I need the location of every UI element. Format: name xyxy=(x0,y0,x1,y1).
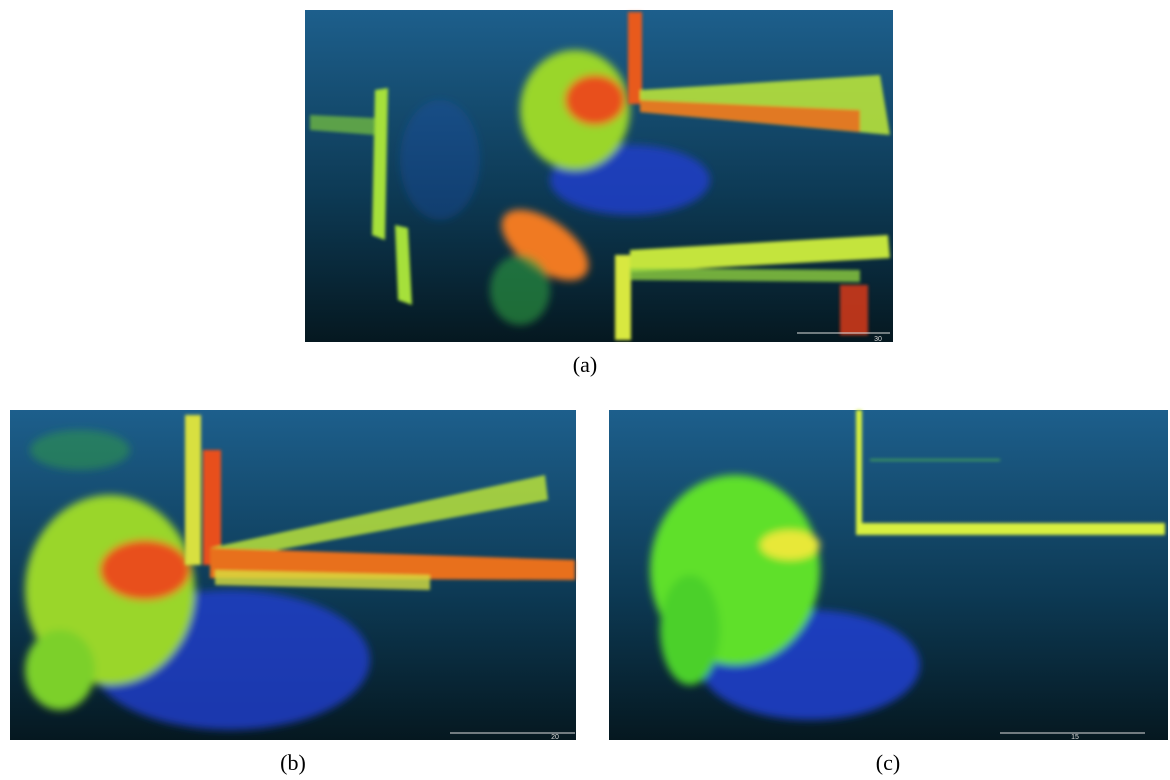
point-cloud xyxy=(400,50,710,325)
point-cloud xyxy=(650,475,920,720)
panel-a: 30 (a) xyxy=(305,10,893,377)
caption: (a) xyxy=(573,352,597,377)
caption: (b) xyxy=(280,750,306,775)
panel-c: 15 (c) xyxy=(609,410,1168,775)
structures xyxy=(310,12,890,340)
point-cloud xyxy=(25,430,370,730)
scale-label: 30 xyxy=(874,336,882,343)
panel-b: 20 (b) xyxy=(10,410,576,775)
scale-label: 20 xyxy=(551,734,559,741)
structures xyxy=(856,410,1165,535)
scale-label: 15 xyxy=(1071,734,1079,741)
caption: (c) xyxy=(876,750,900,775)
structures xyxy=(185,415,575,590)
